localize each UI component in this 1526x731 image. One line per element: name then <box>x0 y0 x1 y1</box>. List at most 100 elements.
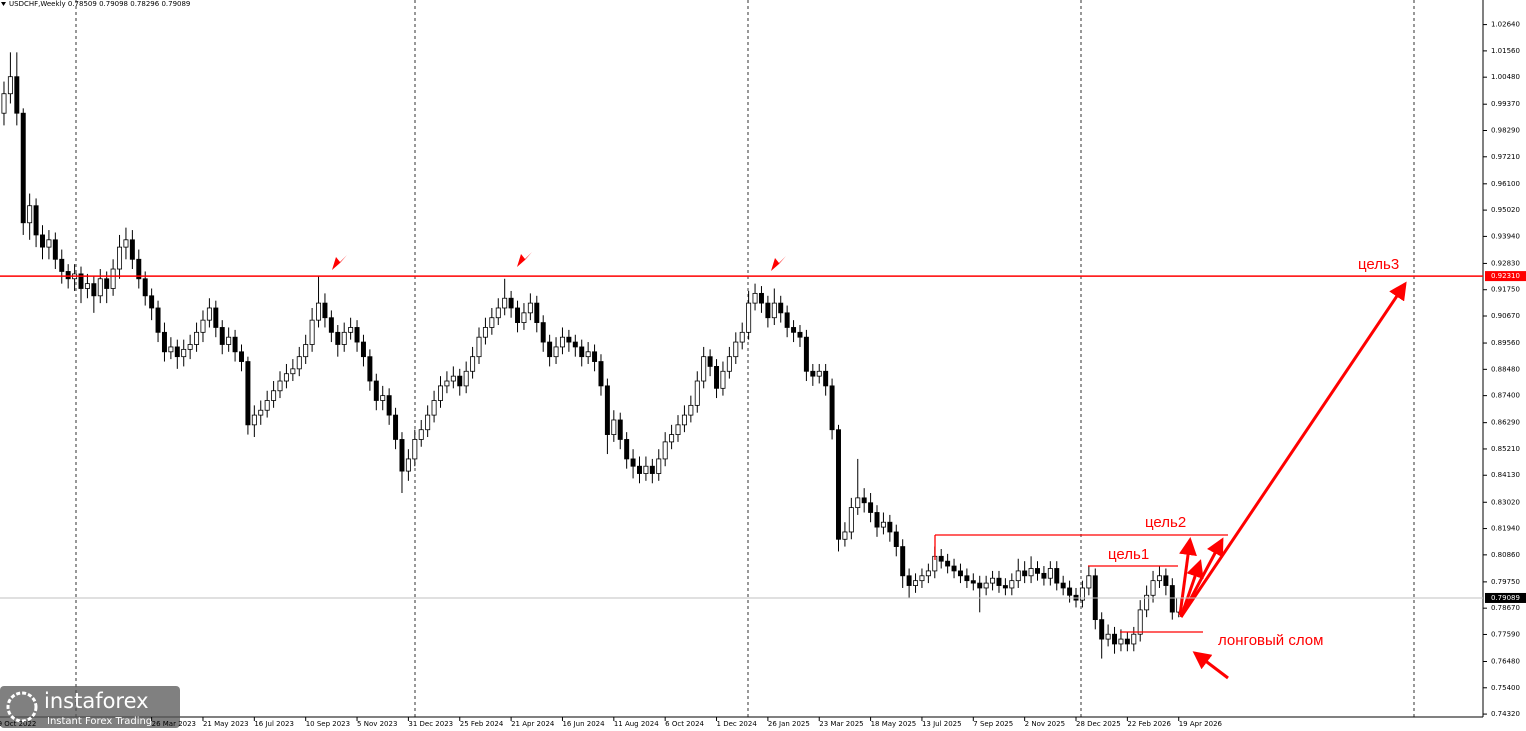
candle-body <box>258 409 264 416</box>
candle-body <box>142 278 148 297</box>
candle-body <box>925 570 931 577</box>
candle-body <box>919 575 925 582</box>
candle-body <box>527 302 533 314</box>
open: 0.78509 <box>68 0 97 8</box>
candle-body <box>675 424 681 435</box>
candle-body <box>572 341 578 348</box>
candle-body <box>40 234 45 248</box>
candle-body <box>97 278 103 297</box>
low: 0.78296 <box>130 0 159 8</box>
y-tick-label: 1.01560 <box>1491 47 1520 55</box>
candle-body <box>200 319 206 333</box>
candle-body <box>303 344 309 358</box>
candle-body <box>861 497 867 504</box>
y-tick-label: 1.03750 <box>1491 0 1520 2</box>
candle-body <box>155 307 161 333</box>
candle-body <box>309 319 315 345</box>
annotation: цель1 <box>1108 546 1149 563</box>
high: 0.79098 <box>99 0 128 8</box>
candle-body <box>52 239 58 260</box>
x-tick-label: 19 Apr 2026 <box>1179 720 1223 728</box>
level-label: 0.92310 <box>1491 272 1520 280</box>
candle-body <box>1086 575 1092 589</box>
candle-body <box>322 302 328 319</box>
candle-body <box>1163 575 1169 586</box>
candle-body <box>508 297 514 309</box>
x-tick-label: 21 Apr 2024 <box>511 720 555 728</box>
candle-body <box>1144 594 1150 611</box>
candle-body <box>1150 580 1156 596</box>
candle-body <box>129 239 135 260</box>
candle-body <box>598 361 604 387</box>
candle-body <box>803 336 809 372</box>
candle-body <box>104 278 110 289</box>
candle-body <box>206 307 212 321</box>
y-tick-label: 0.99370 <box>1491 100 1520 108</box>
y-tick-label: 0.93940 <box>1491 232 1520 240</box>
y-tick-label: 0.86290 <box>1491 419 1520 427</box>
candle-body <box>296 356 302 370</box>
candle-body <box>7 76 13 95</box>
candle-body <box>482 327 488 338</box>
candle-body <box>251 414 257 426</box>
candle-body <box>316 302 322 321</box>
candle-body <box>27 205 33 224</box>
candle-body <box>348 327 354 333</box>
x-tick-label: 9 Oct 2022 <box>0 720 36 728</box>
y-tick-label: 0.74320 <box>1491 710 1520 718</box>
candle-body <box>829 385 835 431</box>
candle-body <box>425 414 431 431</box>
candle-body <box>450 375 456 382</box>
candle-body <box>1035 568 1040 574</box>
candle-body <box>59 258 65 272</box>
candle-body <box>739 331 745 343</box>
candle-body <box>283 373 289 382</box>
candle-body <box>701 356 707 382</box>
candle-body <box>1169 585 1175 613</box>
target-lines <box>934 534 1228 633</box>
top-markers <box>332 252 786 271</box>
candle-body <box>161 331 167 353</box>
candle-body <box>290 368 296 375</box>
y-tick-label: 0.83020 <box>1491 498 1520 506</box>
y-tick-label: 0.98290 <box>1491 126 1520 134</box>
candle-body <box>65 271 71 280</box>
candle-body <box>771 302 777 319</box>
x-tick-label: 7 Sep 2025 <box>973 720 1013 728</box>
candle-body <box>938 555 944 562</box>
level-box <box>1485 271 1526 282</box>
y-tick-label: 0.80860 <box>1491 551 1520 559</box>
candle-body <box>720 370 726 389</box>
candle-body <box>1118 638 1124 645</box>
candle-body <box>765 302 771 319</box>
x-tick-label: 1 Dec 2024 <box>717 720 758 728</box>
candle-body <box>880 521 886 528</box>
candle-body <box>553 346 559 358</box>
candle-body <box>797 331 803 338</box>
marker <box>517 252 532 267</box>
y-tick-label: 0.84130 <box>1491 471 1520 479</box>
candle-body <box>515 307 521 323</box>
candle-body <box>1002 585 1008 589</box>
candle-body <box>1047 568 1053 579</box>
candle-body <box>758 292 764 304</box>
y-tick-label: 0.95020 <box>1491 206 1520 214</box>
candle-body <box>1009 580 1015 589</box>
candle-body <box>1131 633 1137 645</box>
annotation: цель3 <box>1358 256 1399 273</box>
logo-icon <box>6 691 38 723</box>
candle-body <box>848 507 854 533</box>
y-tick-label: 0.79750 <box>1491 578 1520 586</box>
candle-body <box>688 404 694 416</box>
candle-body <box>579 346 585 358</box>
candle-body <box>470 356 476 372</box>
candle-body <box>534 302 540 323</box>
arrows <box>1178 281 1407 680</box>
candle-body <box>643 465 649 474</box>
x-tick-label: 22 Feb 2026 <box>1127 720 1171 728</box>
candle-body <box>945 560 951 567</box>
x-tick-label: 16 Jul 2023 <box>254 720 294 728</box>
candle-body <box>1079 587 1085 601</box>
candle-body <box>983 582 989 589</box>
candle-body <box>585 351 591 358</box>
